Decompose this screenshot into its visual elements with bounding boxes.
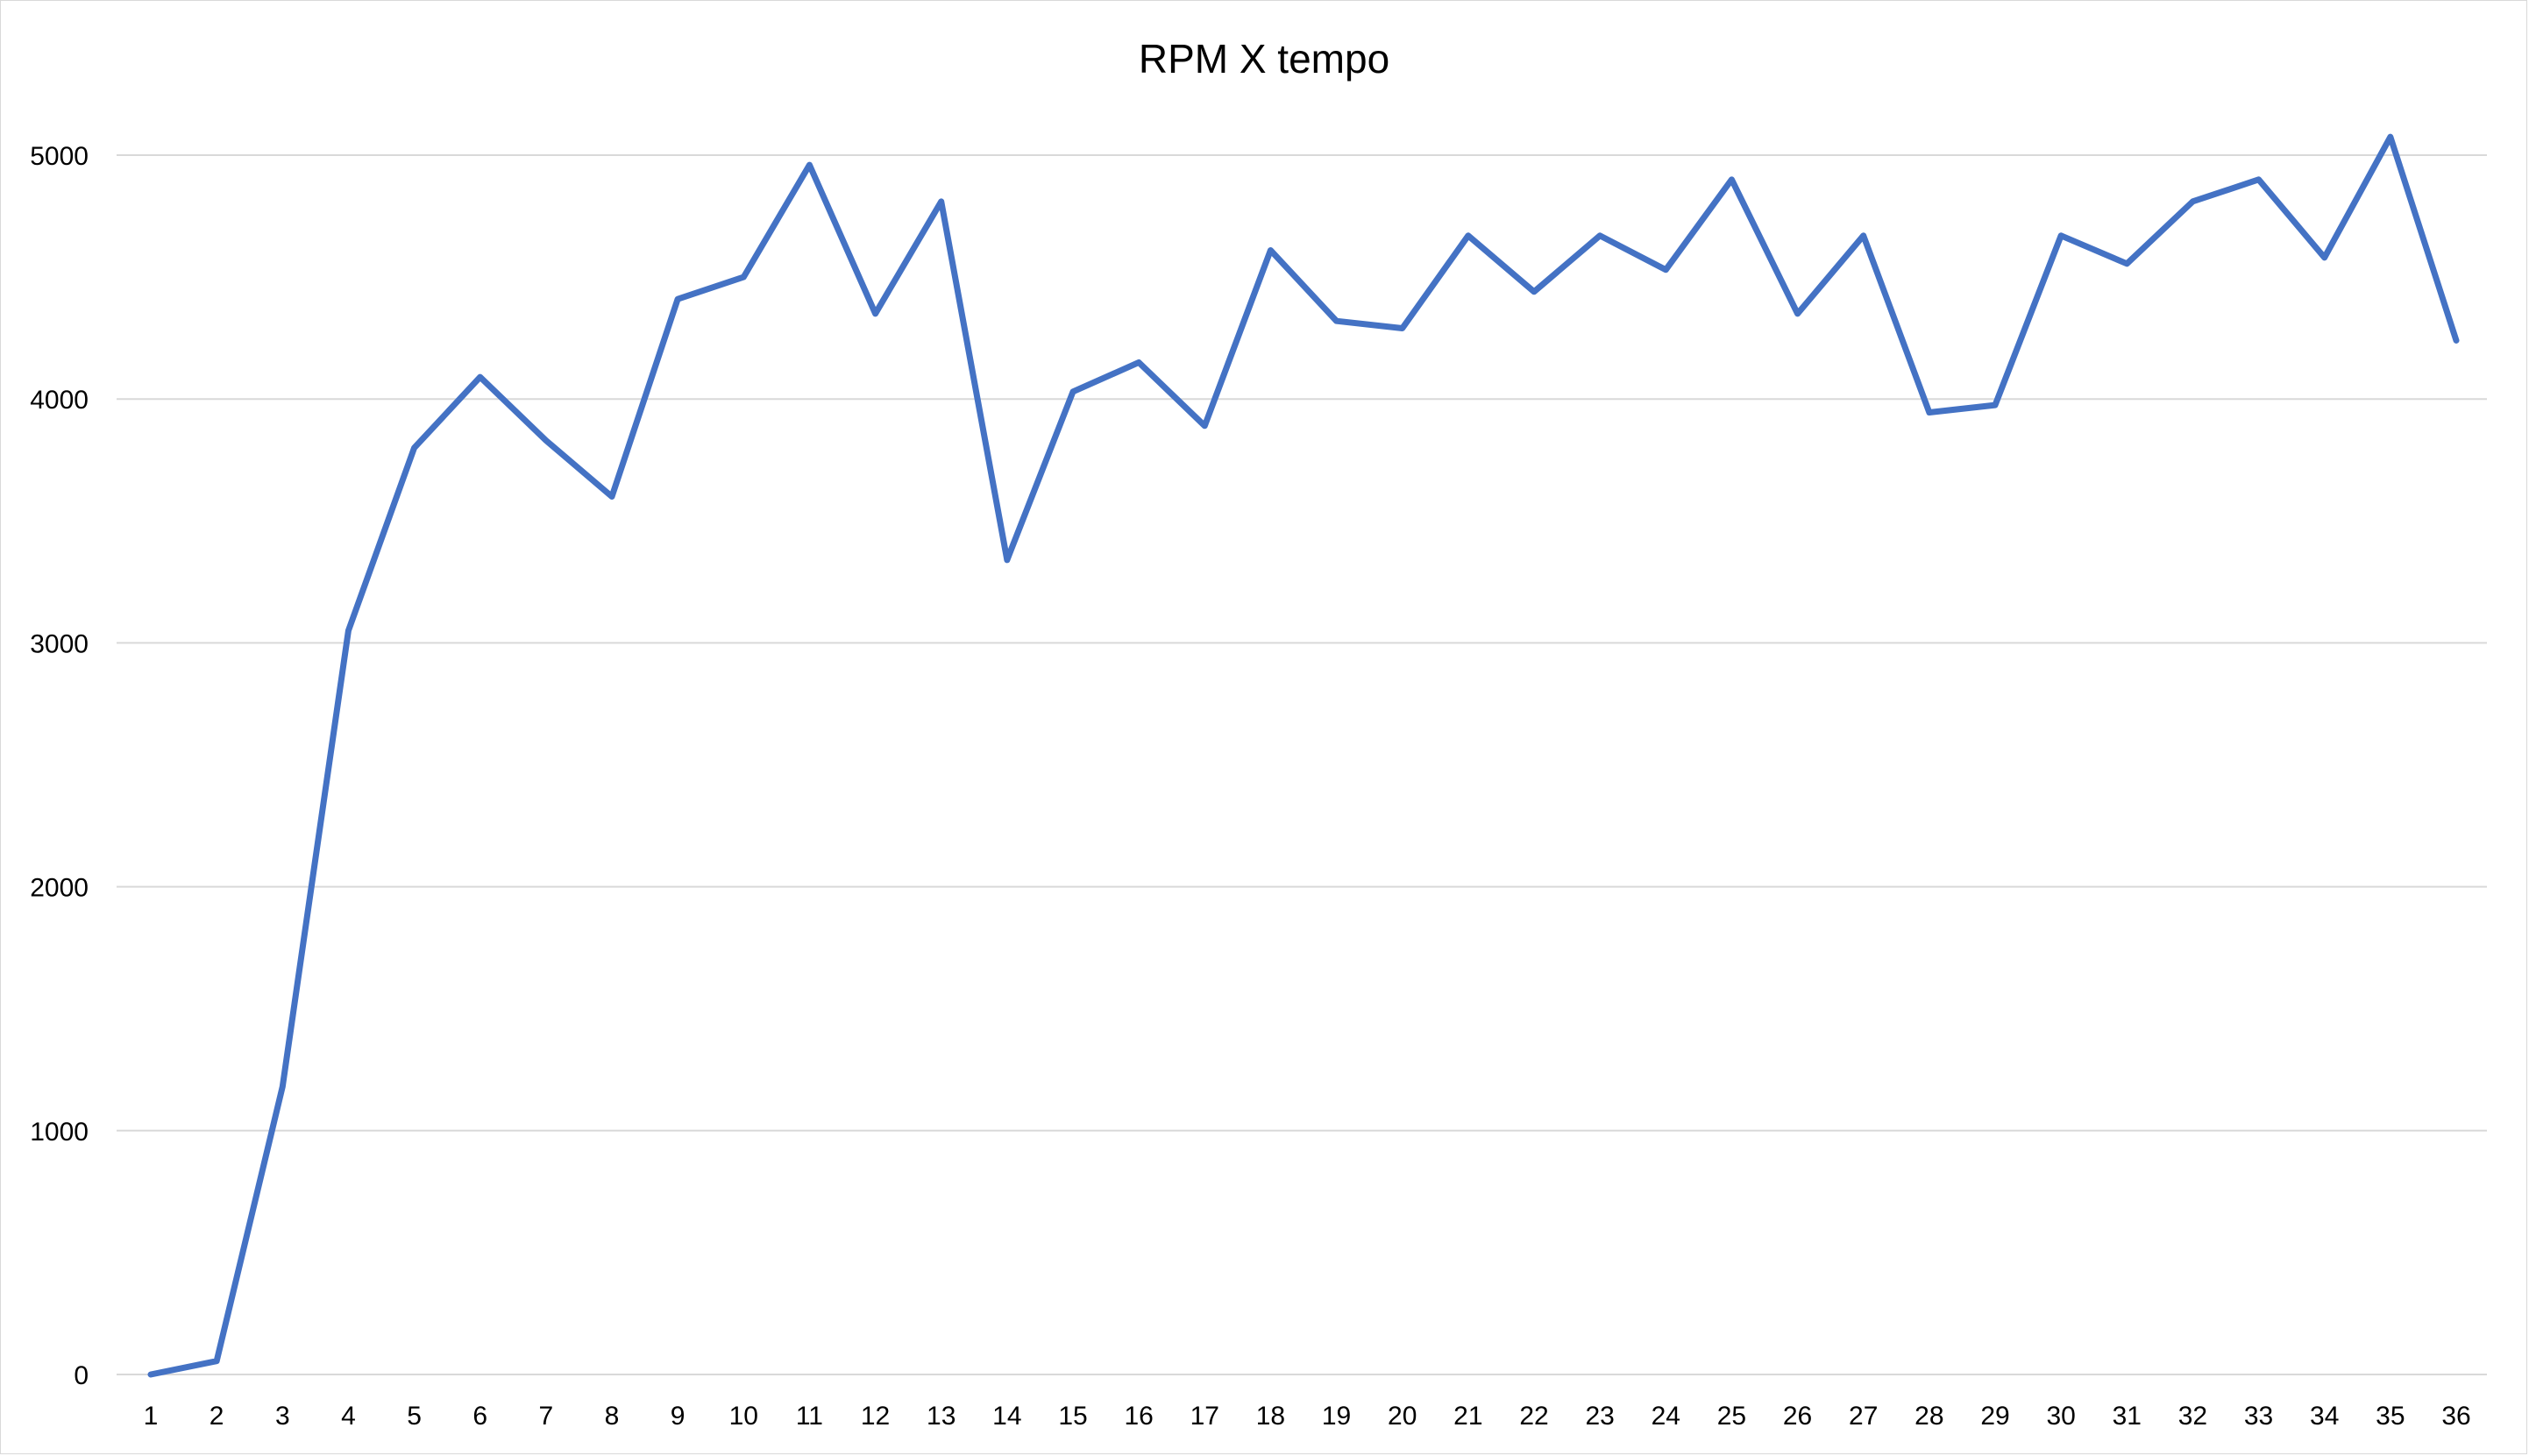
x-tick-label: 29 xyxy=(1980,1402,2009,1431)
y-tick-label: 0 xyxy=(74,1361,89,1390)
data-point xyxy=(1070,388,1076,394)
y-tick-label: 3000 xyxy=(30,629,89,658)
data-point xyxy=(1333,318,1339,324)
data-point xyxy=(1597,232,1603,238)
x-tick-label: 18 xyxy=(1256,1402,1285,1431)
x-tick-label: 21 xyxy=(1453,1402,1482,1431)
y-tick-label: 5000 xyxy=(30,142,89,171)
data-point xyxy=(2190,198,2196,204)
data-point xyxy=(477,374,483,380)
x-tick-label: 13 xyxy=(927,1402,955,1431)
data-point xyxy=(1136,359,1142,366)
x-tick-label: 5 xyxy=(407,1402,422,1431)
x-tick-label: 15 xyxy=(1058,1402,1087,1431)
x-tick-label: 2 xyxy=(210,1402,224,1431)
data-point xyxy=(214,1358,220,1364)
data-point xyxy=(741,274,747,281)
gridlines xyxy=(117,154,2487,1375)
data-point xyxy=(1926,409,1932,415)
x-tick-label: 11 xyxy=(796,1402,823,1431)
y-tick-label: 1000 xyxy=(30,1118,89,1147)
data-point xyxy=(675,296,681,302)
data-point xyxy=(2058,232,2064,238)
x-tick-label: 12 xyxy=(861,1402,890,1431)
data-point xyxy=(411,444,417,451)
x-tick-label: 30 xyxy=(2046,1402,2075,1431)
x-tick-label: 27 xyxy=(1849,1402,1878,1431)
x-tick-label: 35 xyxy=(2376,1402,2405,1431)
x-tick-label: 36 xyxy=(2441,1402,2470,1431)
x-tick-label: 22 xyxy=(1519,1402,1548,1431)
x-tick-label: 32 xyxy=(2178,1402,2207,1431)
data-point xyxy=(806,162,813,168)
data-point xyxy=(1794,310,1801,316)
data-point xyxy=(1663,266,1669,273)
data-point xyxy=(1399,325,1405,331)
series-line xyxy=(147,133,2460,1378)
data-point xyxy=(2124,260,2130,266)
data-point xyxy=(1202,423,1208,429)
data-point xyxy=(2454,337,2459,344)
data-point xyxy=(2321,254,2327,260)
x-axis-tick-labels: 1 2 3 4 5 6 7 8 9 10 11 12 13 14 15 16 17 18 19 20 21 22 23 24 2… xyxy=(144,1402,2471,1431)
x-tick-label: 14 xyxy=(992,1402,1021,1431)
x-tick-label: 3 xyxy=(275,1402,290,1431)
chart-title: RPM X tempo xyxy=(1139,36,1389,82)
data-point xyxy=(280,1083,286,1090)
x-tick-label: 25 xyxy=(1717,1402,1746,1431)
data-point xyxy=(543,437,549,444)
data-point xyxy=(1531,288,1537,295)
x-tick-label: 7 xyxy=(539,1402,554,1431)
y-tick-label: 2000 xyxy=(30,874,89,903)
x-tick-label: 1 xyxy=(144,1402,159,1431)
x-tick-label: 6 xyxy=(472,1402,487,1431)
data-point xyxy=(1729,176,1735,182)
x-tick-label: 19 xyxy=(1322,1402,1351,1431)
x-tick-label: 16 xyxy=(1124,1402,1153,1431)
x-tick-label: 9 xyxy=(671,1402,686,1431)
data-point xyxy=(1004,557,1010,563)
data-point xyxy=(1465,232,1471,238)
x-tick-label: 26 xyxy=(1783,1402,1812,1431)
data-point xyxy=(2387,134,2393,140)
x-tick-label: 17 xyxy=(1190,1402,1219,1431)
x-tick-label: 33 xyxy=(2244,1402,2273,1431)
y-tick-label: 4000 xyxy=(30,386,89,415)
x-tick-label: 4 xyxy=(341,1402,356,1431)
x-tick-label: 24 xyxy=(1652,1402,1680,1431)
data-point xyxy=(345,628,352,634)
series-layer xyxy=(147,133,2460,1378)
data-point xyxy=(609,494,614,500)
data-point xyxy=(2255,176,2262,182)
x-tick-label: 31 xyxy=(2113,1402,2142,1431)
x-tick-label: 20 xyxy=(1388,1402,1417,1431)
x-tick-label: 28 xyxy=(1915,1402,1943,1431)
data-point xyxy=(1860,232,1866,238)
x-tick-label: 10 xyxy=(729,1402,758,1431)
data-point xyxy=(1993,402,1998,408)
data-point xyxy=(938,198,944,204)
x-tick-label: 8 xyxy=(605,1402,620,1431)
x-tick-label: 23 xyxy=(1585,1402,1614,1431)
x-tick-label: 34 xyxy=(2310,1402,2339,1431)
data-point xyxy=(148,1372,153,1377)
y-axis-tick-labels: 0 1000 2000 3000 4000 5000 xyxy=(30,142,89,1390)
data-point xyxy=(872,310,878,316)
data-point xyxy=(1268,247,1274,253)
